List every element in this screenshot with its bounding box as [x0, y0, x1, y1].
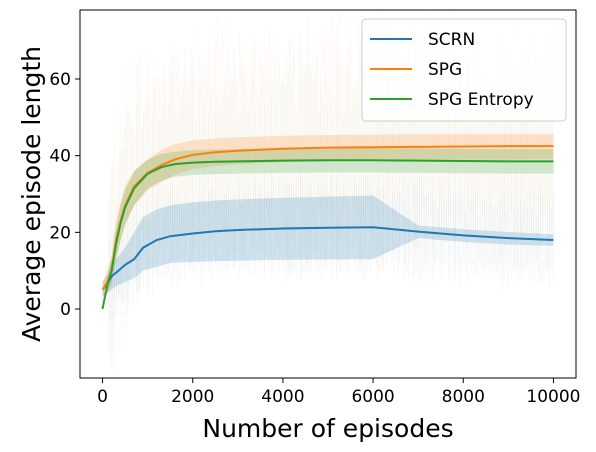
y-tick-label: 40 [49, 147, 71, 167]
legend-box [361, 18, 567, 122]
x-tick-label: 4000 [261, 387, 304, 407]
y-axis-title: Average episode length [17, 46, 46, 342]
x-axis-title: Number of episodes [202, 414, 453, 443]
series-lines [101, 145, 554, 310]
confidence-bands [102, 133, 554, 309]
y-tick-label: 60 [49, 70, 71, 90]
band-spg [102, 133, 554, 298]
band-scrn [102, 195, 554, 298]
x-tick-label: 0 [97, 387, 108, 407]
x-tick-label: 6000 [351, 387, 394, 407]
y-tick-label: 20 [49, 223, 71, 243]
legend-label: SCRN [428, 30, 475, 50]
line-spg-entropy [101, 159, 554, 310]
legend: SCRN SPG SPG Entropy [361, 18, 567, 122]
y-tick-label: 0 [60, 300, 71, 320]
axis-ticks: 0 2000 4000 6000 8000 10000 0 20 40 60 [49, 70, 580, 407]
x-tick-label: 8000 [442, 387, 485, 407]
line-scrn [101, 226, 554, 291]
x-tick-label: 10000 [526, 387, 580, 407]
x-tick-label: 2000 [171, 387, 214, 407]
legend-label: SPG Entropy [428, 90, 534, 110]
plot-area-frame [79, 9, 577, 379]
legend-label: SPG [428, 60, 462, 80]
band-spg-entropy [102, 148, 554, 309]
